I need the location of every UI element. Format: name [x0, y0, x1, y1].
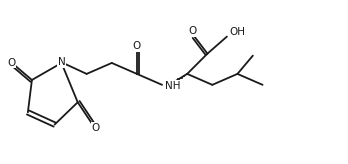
Text: OH: OH	[229, 27, 245, 37]
Text: NH: NH	[165, 81, 180, 91]
Text: N: N	[58, 57, 65, 67]
Text: O: O	[133, 41, 141, 51]
Text: O: O	[189, 26, 197, 36]
Text: O: O	[92, 123, 100, 133]
Text: O: O	[7, 58, 15, 68]
